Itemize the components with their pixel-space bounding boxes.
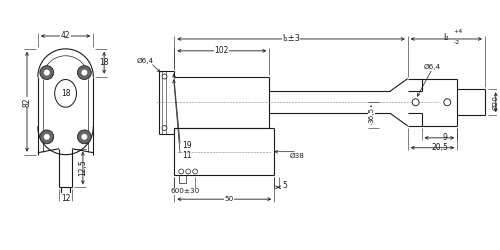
Text: Ø20: Ø20 [492, 95, 498, 110]
Circle shape [40, 130, 54, 144]
Circle shape [78, 130, 92, 144]
Text: -2: -2 [453, 40, 460, 45]
Text: 18: 18 [61, 89, 70, 98]
Circle shape [186, 169, 190, 174]
Text: Ø6,4: Ø6,4 [137, 58, 154, 64]
Text: 5: 5 [282, 181, 287, 190]
Circle shape [82, 70, 87, 75]
Circle shape [44, 134, 50, 140]
Text: 11: 11 [182, 151, 192, 160]
Text: Ø6,4: Ø6,4 [424, 64, 441, 70]
Text: 12: 12 [61, 194, 70, 203]
Text: Ø38: Ø38 [290, 153, 304, 159]
Text: 50: 50 [224, 196, 234, 202]
Text: 42: 42 [61, 32, 70, 40]
Circle shape [162, 126, 167, 130]
Text: 19: 19 [182, 141, 192, 150]
Text: +4: +4 [453, 29, 462, 34]
Circle shape [78, 66, 92, 80]
Text: 12,5: 12,5 [78, 160, 88, 176]
Circle shape [40, 66, 54, 80]
Text: 9: 9 [443, 133, 448, 142]
Text: 82: 82 [22, 97, 32, 106]
Text: l₁±3: l₁±3 [282, 34, 300, 43]
Circle shape [192, 169, 198, 174]
Text: 600±30: 600±30 [170, 188, 200, 194]
Circle shape [179, 169, 184, 174]
Text: 102: 102 [214, 46, 229, 55]
Text: l₂: l₂ [444, 34, 449, 42]
Text: 18: 18 [100, 58, 109, 67]
Circle shape [44, 70, 50, 75]
Circle shape [412, 99, 419, 106]
Circle shape [162, 74, 167, 79]
Circle shape [444, 99, 450, 106]
Text: 36,5: 36,5 [368, 107, 374, 123]
Text: 20,5: 20,5 [432, 143, 449, 152]
Circle shape [82, 134, 87, 140]
